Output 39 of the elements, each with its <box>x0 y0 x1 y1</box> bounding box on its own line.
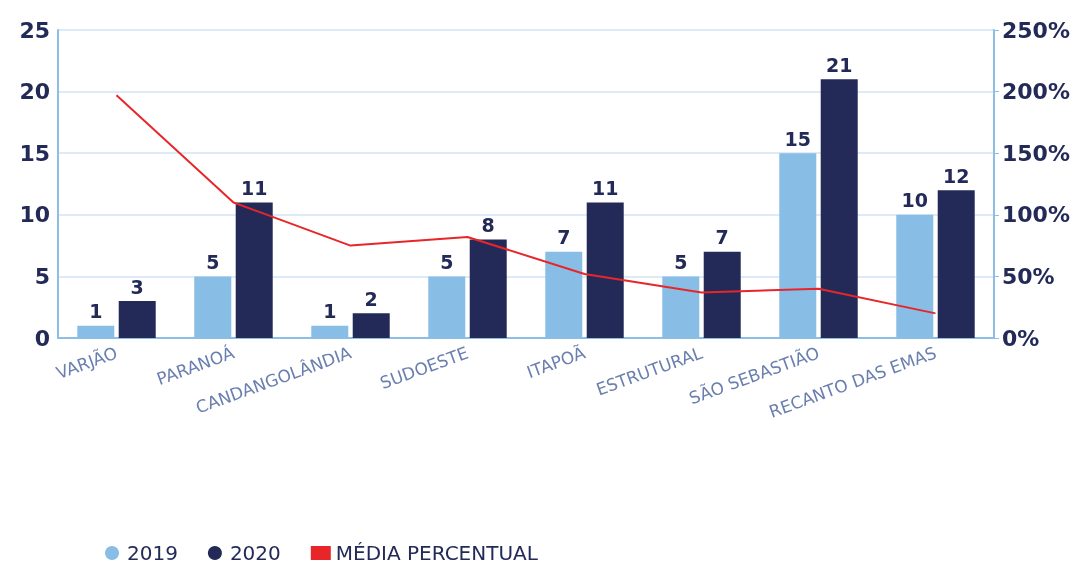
y2-tick-label: 50% <box>1002 263 1055 289</box>
y2-tick-label: 150% <box>1002 140 1070 166</box>
y-tick-label: 15 <box>19 140 50 166</box>
data-label: 8 <box>481 213 495 236</box>
data-label: 5 <box>440 250 454 273</box>
data-label: 3 <box>130 275 144 298</box>
y2-tick-label: 100% <box>1002 202 1070 228</box>
data-label: 15 <box>784 127 812 150</box>
bar <box>469 239 507 338</box>
bar <box>586 202 624 338</box>
data-label: 5 <box>206 250 220 273</box>
data-label: 1 <box>323 300 337 323</box>
legend-label: MÉDIA PERCENTUAL <box>335 541 539 565</box>
y-tick-label: 25 <box>19 17 50 43</box>
data-label: 11 <box>591 176 619 199</box>
data-label: 5 <box>674 250 688 273</box>
data-label: 7 <box>557 226 571 249</box>
legend-label: 2020 <box>229 541 281 565</box>
data-label: 21 <box>825 53 853 76</box>
y-tick-label: 0 <box>34 325 50 351</box>
bar <box>118 301 156 338</box>
data-label: 7 <box>715 226 729 249</box>
data-label: 11 <box>240 176 268 199</box>
y2-tick-label: 200% <box>1002 79 1070 105</box>
y2-tick-label: 250% <box>1002 17 1070 43</box>
bar <box>235 202 273 338</box>
y2-tick-label: 0% <box>1002 325 1040 351</box>
data-label: 1 <box>89 300 103 323</box>
bar <box>820 79 858 338</box>
y-tick-label: 20 <box>19 79 50 105</box>
y-tick-label: 10 <box>19 202 50 228</box>
bar <box>937 190 975 338</box>
data-label: 2 <box>364 287 378 310</box>
data-label: 12 <box>942 164 970 187</box>
legend-label: 2019 <box>127 541 178 565</box>
data-label: 10 <box>901 189 929 212</box>
y-tick-label: 5 <box>34 263 50 289</box>
bar <box>352 313 390 338</box>
bar <box>703 251 741 338</box>
